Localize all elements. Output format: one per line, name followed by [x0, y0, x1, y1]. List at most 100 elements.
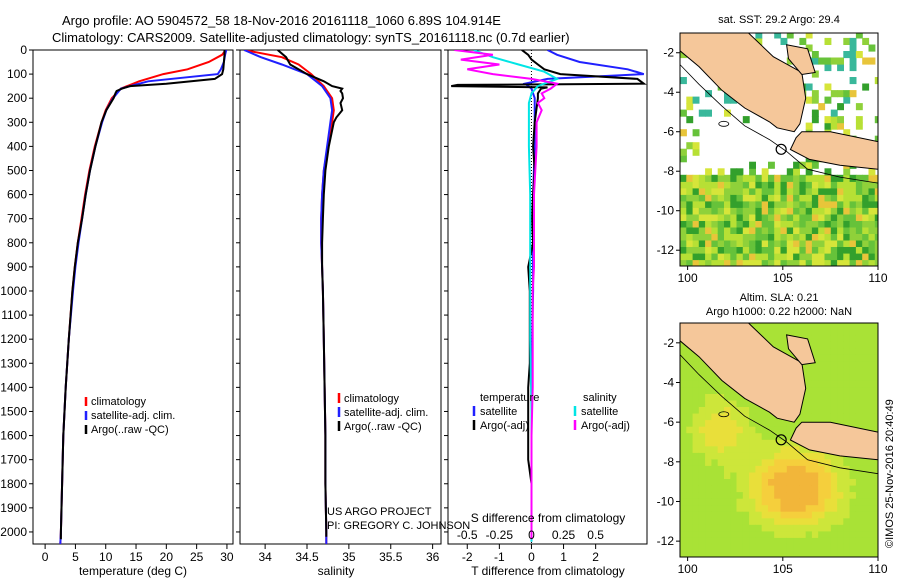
map-grid-cell: [862, 347, 870, 355]
map-grid-cell: [855, 220, 863, 228]
map-grid-cell: [874, 334, 878, 342]
map-grid-cell: [724, 246, 731, 254]
map-grid-cell: [862, 83, 870, 91]
map-grid-cell: [830, 116, 838, 124]
map-grid-cell: [811, 174, 819, 182]
map-grid-cell: [730, 399, 738, 407]
map-grid-cell: [724, 504, 731, 512]
map-grid-cell: [724, 511, 731, 519]
pi-annotation: PI: GREGORY C. JOHNSON: [327, 520, 470, 532]
map-grid-cell: [749, 220, 756, 228]
map-grid-cell: [837, 347, 844, 355]
map-grid-cell: [874, 323, 878, 329]
map-grid-cell: [818, 57, 826, 65]
map-grid-cell: [780, 537, 788, 545]
map-grid-cell: [686, 142, 694, 150]
map-grid-cell: [742, 174, 750, 182]
map-grid-cell: [780, 37, 788, 45]
y-tick-label: 300: [7, 115, 27, 129]
salinity-x-label: salinity: [318, 564, 355, 578]
map-grid-cell: [874, 328, 878, 336]
map-grid-cell: [793, 207, 800, 215]
map-grid-cell: [761, 439, 769, 447]
map-grid-cell: [868, 458, 876, 466]
map-grid-cell: [780, 550, 788, 557]
map-grid-cell: [811, 471, 819, 479]
map-grid-cell: [761, 323, 769, 329]
map-grid-cell: [755, 187, 763, 195]
map-grid-cell: [730, 226, 738, 234]
map-grid-cell: [774, 524, 782, 532]
map-grid-cell: [818, 393, 826, 401]
map-grid-cell: [698, 181, 706, 189]
map-grid-cell: [742, 543, 750, 551]
map-grid-cell: [868, 530, 876, 538]
map-grid-cell: [717, 220, 725, 228]
map-grid-cell: [799, 537, 807, 545]
map-grid-cell: [749, 511, 756, 519]
map-grid-cell: [717, 550, 725, 557]
y-tick-label: -12: [657, 534, 675, 548]
map-grid-cell: [680, 174, 687, 182]
map-grid-cell: [749, 530, 756, 538]
map-grid-cell: [868, 334, 876, 342]
map-grid-cell: [830, 323, 838, 329]
map-grid-cell: [824, 64, 832, 72]
map-grid-cell: [855, 328, 863, 336]
y-tick-label: -6: [663, 415, 674, 429]
map-grid-cell: [874, 530, 878, 538]
map-grid-cell: [862, 517, 870, 525]
map-grid-cell: [830, 399, 838, 407]
map-grid-cell: [805, 413, 813, 421]
map-grid-cell: [724, 471, 731, 479]
map-grid-cell: [793, 452, 800, 460]
map-grid-cell: [705, 485, 712, 493]
map-grid-cell: [799, 253, 807, 261]
map-grid-cell: [862, 373, 870, 381]
map-grid-cell: [680, 253, 687, 261]
map-grid-cell: [805, 406, 813, 414]
map-grid-cell: [780, 530, 788, 538]
map-grid-cell: [724, 200, 731, 208]
map-grid-cell: [799, 200, 807, 208]
map-grid-cell: [837, 328, 844, 336]
map-grid-cell: [862, 246, 870, 254]
map-grid-cell: [824, 253, 832, 261]
map-grid-cell: [717, 498, 725, 506]
map-grid-cell: [805, 511, 813, 519]
map-grid-cell: [824, 168, 832, 176]
map-grid-cell: [862, 323, 870, 329]
map-grid-cell: [818, 367, 826, 375]
map-grid-cell: [811, 323, 819, 329]
map-grid-cell: [818, 386, 826, 394]
map-grid-cell: [805, 83, 813, 91]
map-grid-cell: [711, 543, 719, 551]
map-grid-cell: [843, 220, 851, 228]
map-grid-cell: [705, 439, 712, 447]
map-grid-cell: [874, 220, 878, 228]
map-grid-cell: [768, 253, 775, 261]
map-grid-cell: [761, 174, 769, 182]
map-grid-cell: [849, 511, 857, 519]
y-tick-label: -2: [663, 336, 674, 350]
map-grid-cell: [837, 413, 844, 421]
map-grid-cell: [755, 174, 763, 182]
legend-label-t-argo: Argo(-adj): [480, 420, 529, 432]
map-grid-cell: [711, 239, 719, 247]
map-grid-cell: [749, 550, 756, 557]
map-grid-cell: [805, 458, 813, 466]
map-grid-cell: [730, 406, 738, 414]
map-grid-cell: [824, 239, 832, 247]
map-grid-cell: [786, 246, 794, 254]
map-grid-cell: [742, 511, 750, 519]
map-grid-cell: [755, 233, 763, 241]
map-grid-cell: [736, 465, 744, 473]
map-grid-cell: [730, 432, 738, 440]
map-grid-cell: [692, 550, 700, 557]
map-grid-cell: [786, 543, 794, 551]
x-tick-label: 35.5: [379, 550, 403, 564]
map-grid-cell: [755, 504, 763, 512]
sst-map-panel: sat. SST: 29.2 Argo: 29.4 100 105 110-2-4-…: [657, 14, 888, 285]
map-grid-cell: [711, 213, 719, 221]
map-grid-cell: [786, 439, 794, 447]
